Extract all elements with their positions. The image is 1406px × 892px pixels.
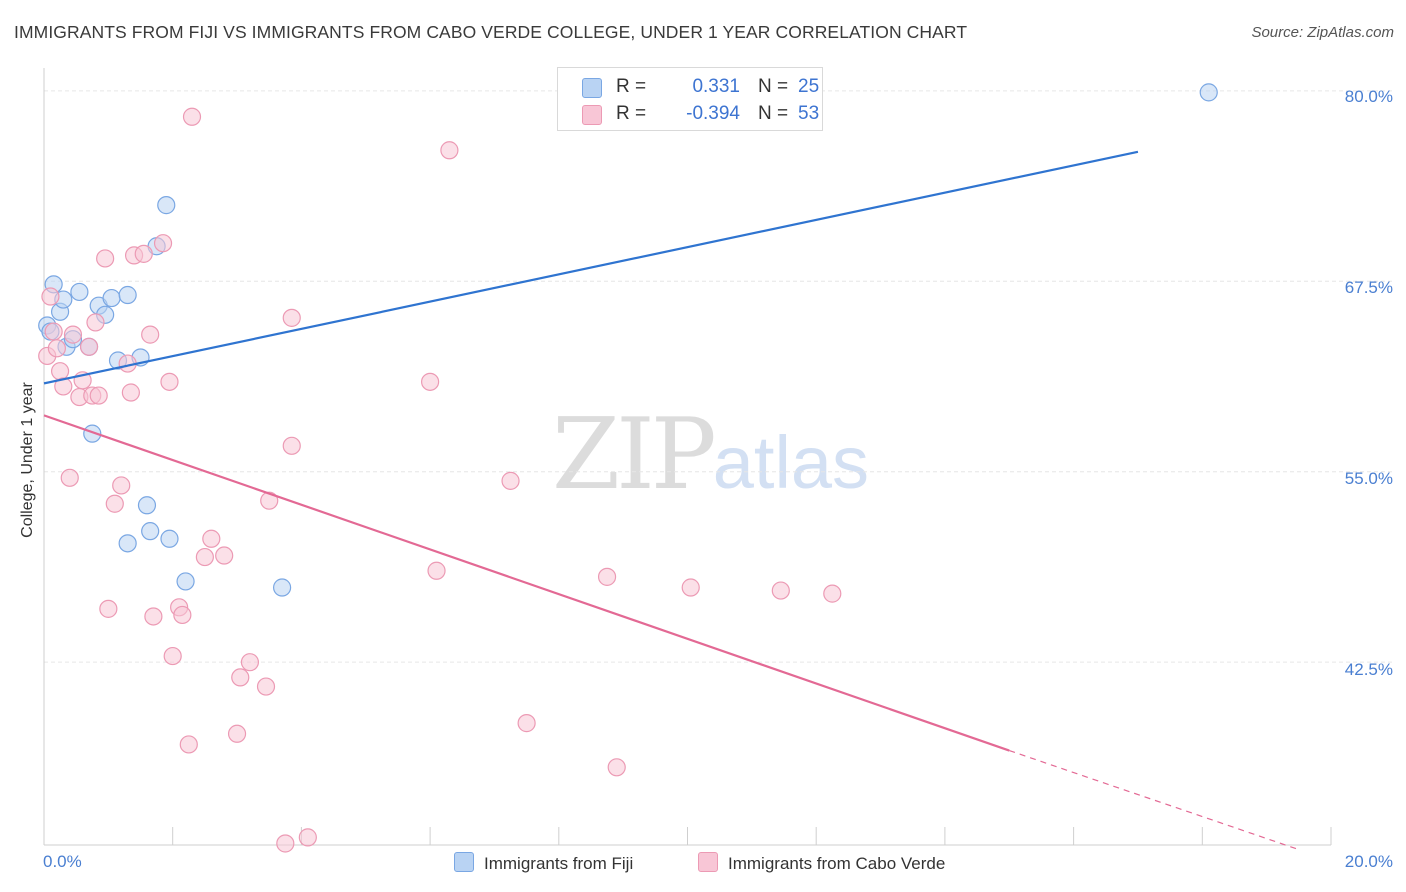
cabo-point (60, 468, 79, 487)
cabo-trend-extension (1009, 749, 1300, 851)
watermark: ZIPatlas (552, 398, 869, 512)
r-label: R = (616, 76, 647, 97)
cabo-point (215, 546, 234, 565)
fiji-point (176, 572, 195, 591)
fiji-point (141, 522, 160, 541)
cabo-point (179, 735, 198, 754)
data-points (38, 83, 1218, 853)
cabo-point (681, 578, 700, 597)
fiji-point (272, 578, 292, 597)
cabo-point (160, 372, 179, 391)
y-tick-label: 80.0% (1344, 87, 1393, 106)
y-tick-label: 42.5% (1344, 660, 1393, 679)
cabo-point (501, 471, 520, 490)
cabo-point (141, 325, 160, 344)
fiji-point (70, 282, 89, 302)
cabo-point (86, 313, 105, 332)
chart-title: IMMIGRANTS FROM FIJI VS IMMIGRANTS FROM … (14, 22, 968, 42)
n-value: 53 (798, 103, 820, 124)
cabo-swatch (698, 852, 718, 872)
cabo-point (231, 668, 250, 687)
grid-lines (44, 90, 1392, 663)
n-label: N = (758, 76, 789, 97)
y-axis-label: College, Under 1 year (19, 382, 36, 538)
cabo-point (121, 383, 140, 402)
cabo-point (96, 249, 115, 268)
fiji-point (137, 496, 157, 515)
legend-label-cabo: Immigrants from Cabo Verde (728, 854, 946, 873)
fiji-point (160, 529, 179, 548)
fiji-point (102, 288, 121, 308)
fiji-point (157, 196, 176, 215)
correlation-legend: R = 0.331 N = 25 R = -0.394 N = 53 (557, 67, 823, 131)
fiji-point (1199, 83, 1218, 102)
n-value: 25 (798, 76, 820, 97)
r-label: R = (616, 103, 647, 124)
y-tick-label: 67.5% (1344, 278, 1393, 297)
cabo-point (112, 476, 131, 495)
x-tick-label: 20.0% (1344, 852, 1393, 871)
cabo-point (427, 561, 446, 580)
cabo-point (298, 828, 317, 847)
cabo-point (163, 646, 182, 666)
cabo-point (50, 362, 70, 381)
cabo-point (89, 386, 108, 405)
fiji-swatch (454, 852, 474, 872)
cabo-point (202, 529, 221, 548)
watermark-zip: ZIP (552, 398, 717, 512)
cabo-point (421, 372, 440, 391)
n-label: N = (758, 103, 789, 124)
cabo-point (79, 337, 99, 356)
cabo-point (260, 491, 279, 510)
fiji-point (83, 424, 102, 443)
cabo-point (771, 581, 790, 600)
cabo-point (63, 325, 83, 344)
cabo-point (44, 322, 63, 341)
cabo-point (105, 494, 124, 513)
fiji-trend-line (43, 150, 1139, 385)
source-label: Source: ZipAtlas.com (1251, 24, 1394, 41)
cabo-point (99, 599, 118, 618)
legend-label-fiji: Immigrants from Fiji (484, 854, 634, 873)
cabo-point (144, 607, 163, 626)
cabo-point (153, 234, 173, 253)
cabo-point (54, 377, 73, 396)
r-value: 0.331 (692, 76, 740, 97)
legend-item-cabo[interactable]: Immigrants from Cabo Verde (698, 852, 945, 874)
cabo-point (282, 308, 301, 327)
legend-item-fiji[interactable]: Immigrants from Fiji (454, 852, 633, 874)
cabo-swatch (582, 105, 602, 125)
cabo-point (182, 107, 202, 126)
y-tick-label: 55.0% (1344, 469, 1393, 488)
cabo-point (440, 141, 459, 160)
fiji-point (118, 534, 137, 553)
cabo-point (607, 758, 626, 777)
fiji-swatch (582, 78, 602, 98)
cabo-point (823, 584, 842, 603)
cabo-point (240, 653, 260, 672)
cabo-point (517, 714, 536, 733)
cabo-point (41, 287, 60, 306)
cabo-point (47, 339, 66, 358)
watermark-atlas: atlas (712, 421, 870, 504)
cabo-point (173, 605, 192, 625)
x-tick-label: 0.0% (43, 852, 82, 871)
cabo-point (282, 436, 301, 455)
r-value: -0.394 (686, 103, 740, 124)
fiji-point (118, 285, 137, 305)
cabo-point (256, 677, 276, 696)
cabo-point (227, 724, 247, 743)
cabo-trend-line (43, 414, 1010, 752)
cabo-point (195, 547, 214, 567)
cabo-point (276, 834, 295, 853)
trend-lines (43, 150, 1300, 851)
cabo-point (597, 567, 617, 586)
cabo-point (134, 244, 153, 263)
